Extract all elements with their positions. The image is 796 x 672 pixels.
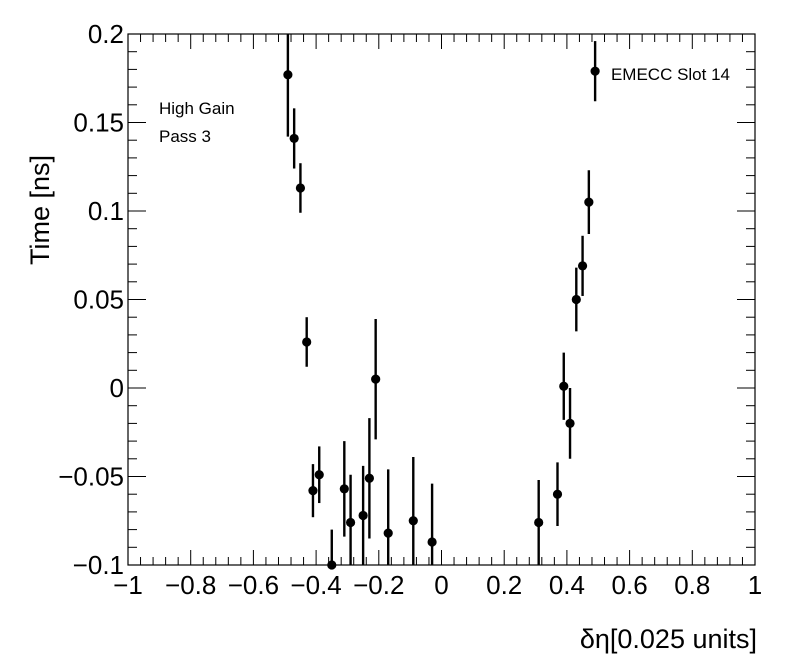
data-point: [295, 183, 306, 193]
data-point: [371, 374, 381, 384]
data-point: [383, 528, 393, 538]
data-point: [302, 337, 312, 347]
x-tick-label: 0.8: [674, 570, 710, 600]
annotation-high-gain: High Gain: [159, 99, 235, 118]
x-tick-label: −1: [113, 570, 143, 600]
y-tick-labels: −0.1 −0.05 0 0.05 0.1 0.15 0.2: [58, 19, 124, 580]
data-point: [552, 489, 563, 499]
data-point: [571, 294, 581, 305]
data-point: [565, 418, 575, 428]
x-tick-label: 0.4: [549, 570, 585, 600]
minor-ticks: [128, 34, 755, 565]
data-point: [314, 470, 324, 480]
data-point: [427, 537, 437, 547]
data-point: [308, 486, 318, 496]
data-point: [559, 381, 569, 391]
x-tick-label: 1: [748, 570, 762, 600]
data-point: [408, 516, 418, 526]
data-point: [289, 133, 299, 144]
data-point: [327, 560, 337, 570]
data-points: [283, 34, 600, 570]
y-tick-label: 0.2: [88, 19, 124, 49]
x-tick-labels: −1 −0.8 −0.6 −0.4 −0.2 0 0.2 0.4 0.6 0.8 1: [113, 570, 762, 600]
y-tick-label: −0.05: [58, 462, 124, 492]
x-tick-label: −0.6: [228, 570, 279, 600]
y-tick-label: 0: [110, 373, 124, 403]
annotation-pass: Pass 3: [159, 127, 211, 146]
data-point: [577, 261, 588, 271]
data-point: [339, 484, 349, 494]
x-tick-label: 0.2: [486, 570, 522, 600]
x-tick-label: −0.4: [290, 570, 341, 600]
data-point: [358, 510, 368, 521]
y-axis-title: Time [ns]: [25, 155, 55, 265]
data-point: [590, 66, 600, 76]
x-tick-label: −0.8: [165, 570, 216, 600]
x-tick-label: 0.6: [612, 570, 648, 600]
x-tick-label: 0: [434, 570, 448, 600]
data-point: [364, 473, 374, 483]
major-ticks: [127, 33, 756, 566]
y-tick-label: −0.1: [73, 550, 124, 580]
data-point: [283, 70, 293, 80]
data-point: [534, 517, 544, 528]
data-point: [584, 197, 594, 207]
y-tick-label: 0.05: [73, 285, 124, 315]
x-tick-label: −0.2: [353, 570, 404, 600]
data-point: [345, 517, 356, 528]
y-tick-label: 0.15: [73, 108, 124, 138]
annotation-slot: EMECC Slot 14: [611, 65, 730, 84]
y-tick-label: 0.1: [88, 196, 124, 226]
x-axis-title: δη[0.025 units]: [580, 624, 757, 654]
